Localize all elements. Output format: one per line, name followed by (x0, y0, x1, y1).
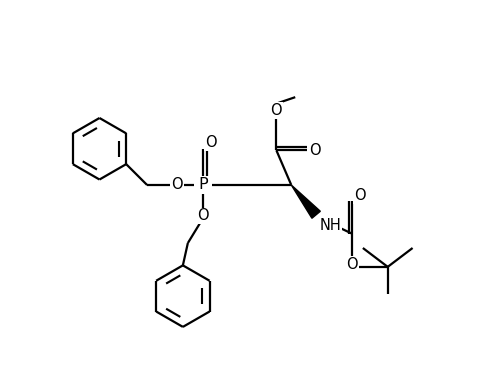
Polygon shape (292, 185, 320, 218)
Text: O: O (346, 257, 358, 272)
Text: O: O (205, 135, 216, 150)
Text: O: O (310, 143, 321, 158)
Text: NH: NH (320, 218, 342, 233)
Text: O: O (354, 188, 366, 203)
Text: P: P (198, 178, 207, 193)
Text: O: O (171, 178, 182, 193)
Text: O: O (197, 208, 208, 223)
Text: O: O (270, 103, 282, 118)
